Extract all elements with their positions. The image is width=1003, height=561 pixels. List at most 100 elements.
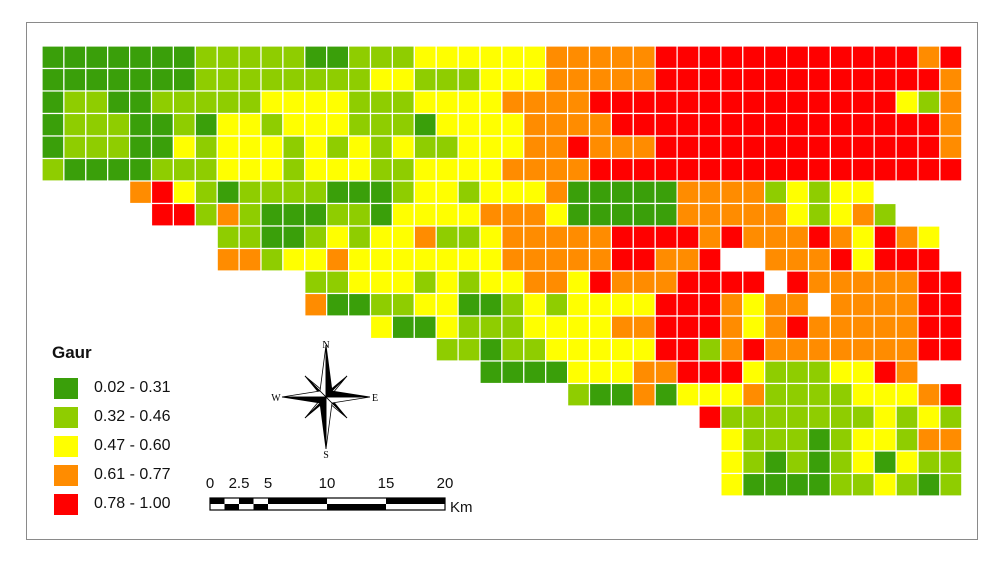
grid-cell (413, 315, 437, 340)
grid-cell (851, 472, 875, 497)
grid-cell (829, 360, 853, 385)
grid-cell (216, 247, 240, 272)
grid-cell (128, 157, 153, 182)
grid-cell (785, 180, 810, 205)
grid-cell (238, 247, 262, 272)
compass-rose-icon: N S E W (271, 340, 378, 461)
grid-cell (238, 157, 262, 182)
grid-cell (742, 337, 766, 362)
grid-cell (63, 90, 87, 115)
compass-n-label: N (322, 340, 329, 351)
grid-cell (391, 112, 415, 137)
grid-cell (304, 247, 328, 272)
grid-cell (326, 292, 350, 317)
grid-cell (632, 135, 656, 160)
grid-cell (873, 225, 897, 250)
grid-cell (107, 45, 131, 70)
grid-cell (654, 67, 678, 92)
grid-cell (413, 67, 437, 92)
grid-cell (851, 247, 875, 272)
grid-cell (829, 225, 853, 250)
grid-cell (917, 247, 941, 272)
grid-cell (588, 135, 612, 160)
grid-cell (238, 202, 262, 227)
legend-item: 0.32 - 0.46 (52, 407, 222, 429)
grid-cell (150, 112, 174, 137)
scale-tick-label: 0 (205, 475, 215, 492)
grid-cell (785, 292, 810, 317)
grid-cell (742, 135, 766, 160)
grid-cell (632, 90, 656, 115)
grid-cell (260, 157, 284, 182)
grid-cell (939, 405, 963, 430)
grid-cell (150, 157, 174, 182)
grid-cell (457, 45, 481, 70)
grid-cell (807, 337, 831, 362)
grid-cell (851, 157, 875, 182)
legend-swatch (54, 494, 78, 515)
grid-cell (435, 292, 459, 317)
grid-cell (917, 405, 941, 430)
scale-bar: 0 2.5 5 10 15 20 Km (200, 475, 490, 520)
grid-cell (150, 202, 174, 227)
grid-cell (807, 180, 831, 205)
grid-cell (479, 360, 503, 385)
grid-cell (216, 112, 240, 137)
grid-cell (917, 45, 941, 70)
grid-cell (369, 45, 393, 70)
grid-cell (873, 247, 897, 272)
grid-cell (369, 202, 393, 227)
grid-cell (479, 337, 503, 362)
grid-cell (720, 405, 744, 430)
grid-cell (304, 90, 328, 115)
grid-cell (873, 45, 897, 70)
grid-cell (917, 112, 941, 137)
grid-cell (895, 45, 919, 70)
legend-item: 0.47 - 0.60 (52, 436, 222, 458)
grid-cell (566, 225, 591, 250)
grid-cell (523, 225, 547, 250)
grid-cell (873, 90, 897, 115)
grid-cell (785, 360, 810, 385)
grid-cell (917, 270, 941, 295)
grid-cell (107, 135, 131, 160)
grid-cell (326, 67, 350, 92)
grid-cell (107, 112, 131, 137)
grid-cell (807, 427, 831, 452)
grid-cell (895, 157, 919, 182)
grid-cell (785, 450, 810, 475)
grid-cell (435, 225, 459, 250)
grid-cell (698, 202, 722, 227)
legend-label: 0.32 - 0.46 (94, 408, 171, 425)
grid-cell (479, 202, 503, 227)
grid-cell (851, 225, 875, 250)
grid-cell (851, 405, 875, 430)
grid-cell (676, 270, 700, 295)
grid-cell (304, 135, 328, 160)
grid-cell (829, 67, 853, 92)
grid-cell (917, 292, 941, 317)
grid-cell (523, 247, 547, 272)
grid-cell (566, 202, 591, 227)
grid-cell (216, 157, 240, 182)
grid-cell (216, 180, 240, 205)
grid-cell (698, 270, 722, 295)
grid-cell (939, 112, 963, 137)
grid-cell (63, 67, 87, 92)
legend-item: 0.02 - 0.31 (52, 378, 222, 400)
grid-cell (172, 135, 196, 160)
grid-cell (369, 157, 393, 182)
grid-cell (807, 315, 831, 340)
grid-cell (851, 337, 875, 362)
grid-cell (698, 180, 722, 205)
legend-label: 0.02 - 0.31 (94, 379, 171, 396)
grid-cell (676, 225, 700, 250)
grid-cell (829, 450, 853, 475)
compass-w-label: W (271, 393, 281, 404)
grid-cell (939, 45, 963, 70)
grid-cell (610, 45, 634, 70)
grid-cell (851, 450, 875, 475)
grid-cell (479, 157, 503, 182)
grid-cell (588, 202, 612, 227)
grid-cell (566, 270, 591, 295)
